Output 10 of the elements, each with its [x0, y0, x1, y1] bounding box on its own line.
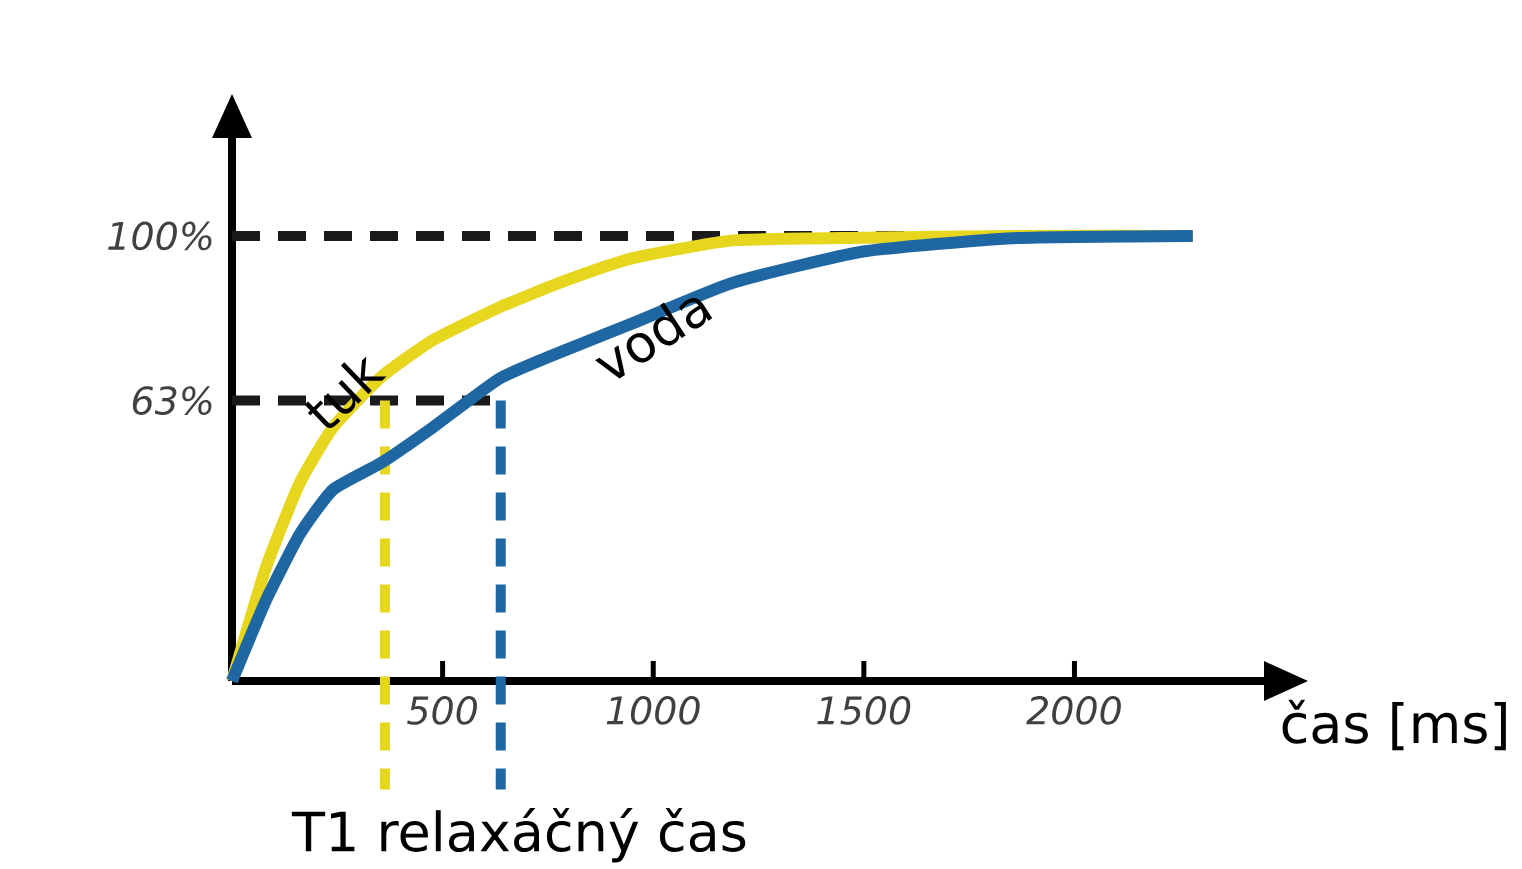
x-tick-label: 500 — [407, 696, 477, 725]
text: T1 relaxáčný čas — [291, 808, 746, 863]
y-tick-label: 63% — [132, 386, 212, 415]
x-tick-label: 1000 — [606, 696, 700, 725]
x-tick-label: 1500 — [817, 696, 911, 725]
x-axis-title: čas [ms] — [1282, 699, 1506, 751]
text: voda — [595, 297, 713, 379]
y-tick-label: 100% — [108, 221, 212, 251]
x-tick-label: 2000 — [1026, 696, 1121, 725]
text: tuk — [304, 356, 387, 429]
